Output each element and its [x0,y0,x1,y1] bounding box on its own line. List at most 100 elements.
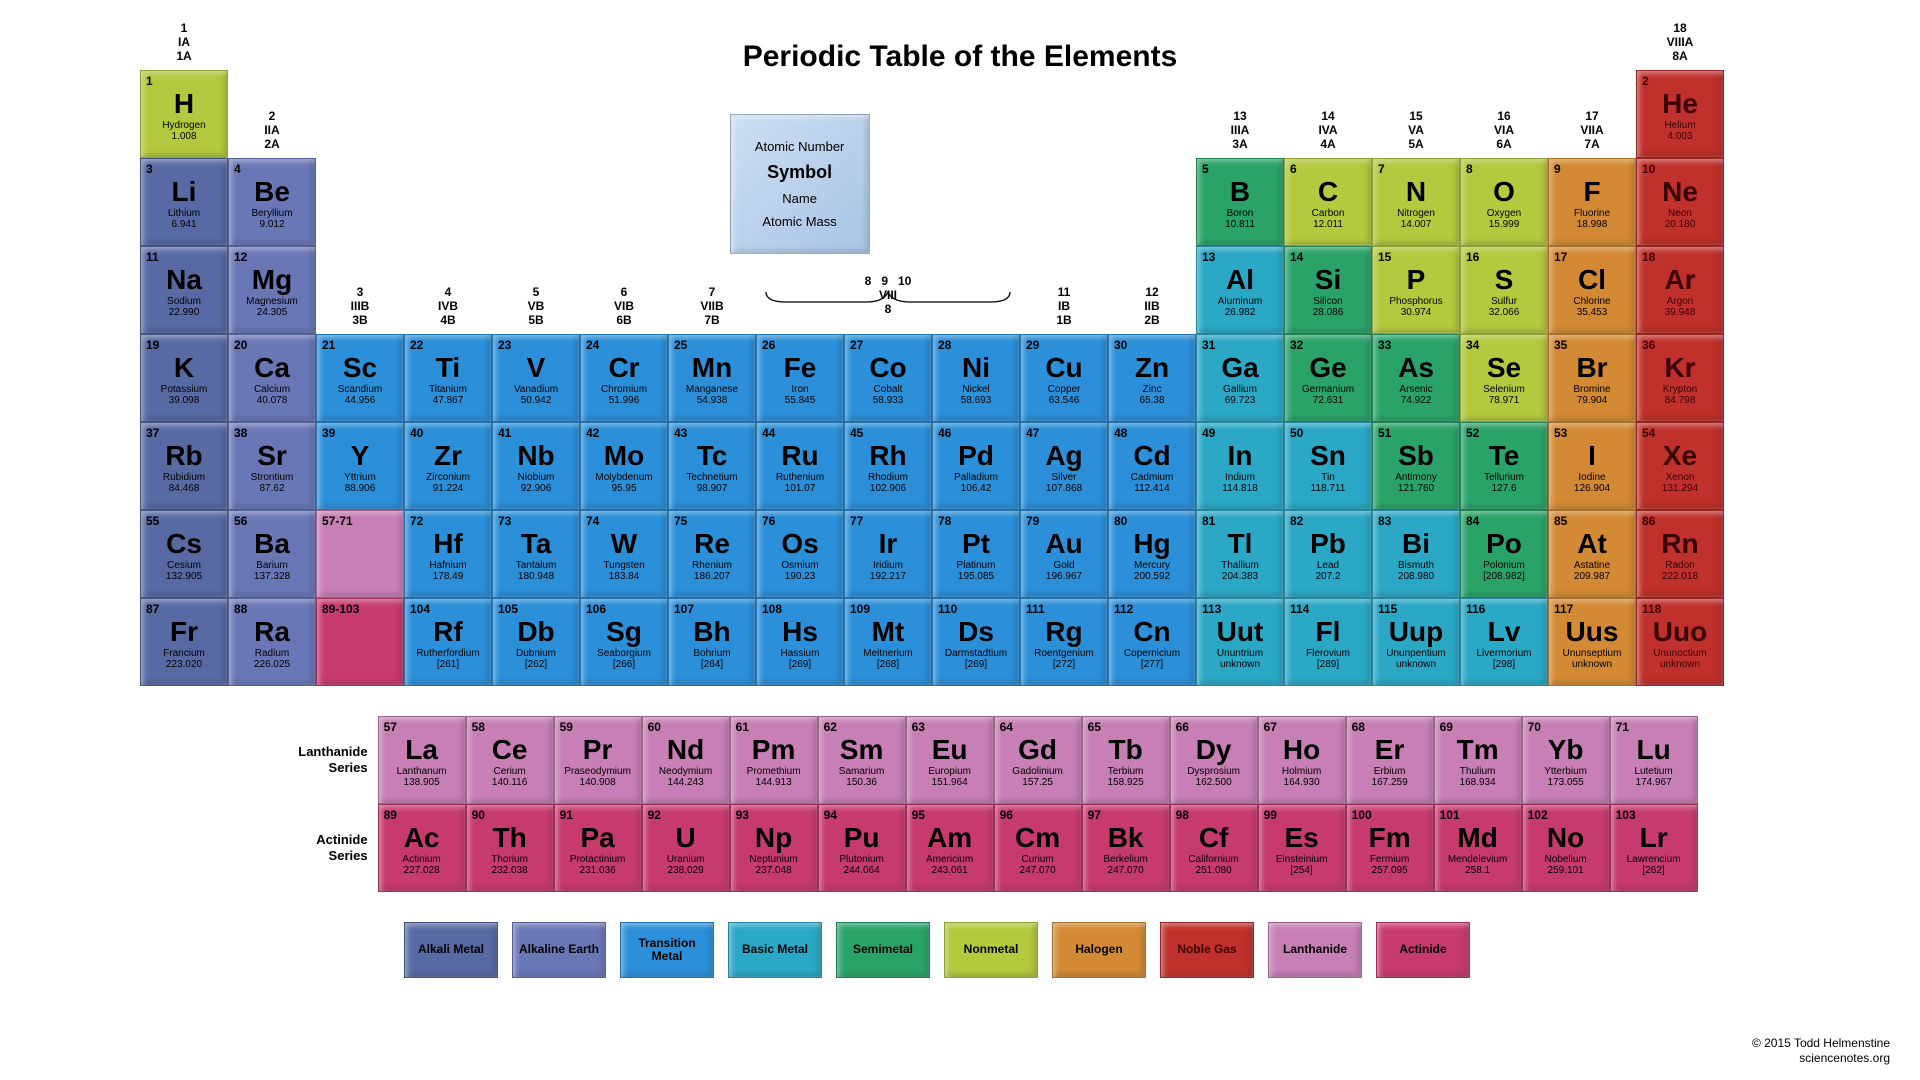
legend-alkaline: Alkaline Earth [512,922,606,978]
atomic-mass: 24.305 [257,307,288,318]
element-symbol: At [1577,530,1607,558]
atomic-mass: 126.904 [1574,483,1610,494]
atomic-mass: 127.6 [1491,483,1516,494]
actinide-series-label: ActinideSeries [258,832,368,863]
atomic-mass: 28.086 [1313,307,1344,318]
element-cell-pt: 78PtPlatinum195.085 [932,510,1020,598]
element-name: Argon [1667,296,1694,307]
atomic-number: 112 [1114,602,1133,616]
atomic-number: 47 [1026,426,1039,440]
atomic-mass: 259.101 [1548,865,1584,876]
atomic-mass: 247.070 [1108,865,1144,876]
element-symbol: Pb [1310,530,1346,558]
atomic-mass: 35.453 [1577,307,1608,318]
element-cell-u: 92UUranium238.029 [642,804,730,892]
element-symbol: Os [781,530,818,558]
atomic-mass: 138.905 [404,777,440,788]
element-symbol: Ce [492,736,528,764]
element-name: Dubnium [516,648,556,659]
atomic-mass: 91.224 [433,483,464,494]
group-header-6: 6VIB6B [580,286,668,327]
range-label: 57-71 [322,514,353,528]
element-name: Neptunium [749,854,797,865]
element-name: Nitrogen [1397,208,1435,219]
atomic-number: 115 [1378,602,1397,616]
atomic-mass: 84.468 [169,483,200,494]
atomic-number: 14 [1290,250,1303,264]
element-cell-tb: 65TbTerbium158.925 [1082,716,1170,804]
atomic-mass: 58.933 [873,395,904,406]
element-symbol: Cl [1578,266,1606,294]
element-name: Chlorine [1573,296,1610,307]
element-cell-ba: 56BaBarium137.328 [228,510,316,598]
atomic-number: 82 [1290,514,1303,528]
element-cell-h: 1HHydrogen1.008 [140,70,228,158]
element-cell-zn: 30ZnZinc65.38 [1108,334,1196,422]
atomic-number: 109 [850,602,870,616]
element-name: Tin [1321,472,1335,483]
group-header-3: 3IIIB3B [316,286,404,327]
atomic-mass: 237.048 [756,865,792,876]
atomic-mass: unknown [1572,659,1612,670]
atomic-mass: 47.867 [433,395,464,406]
element-cell-au: 79AuGold196.967 [1020,510,1108,598]
atomic-mass: 208.980 [1398,571,1434,582]
element-name: Lead [1317,560,1339,571]
element-symbol: Ti [436,354,460,382]
atomic-number: 76 [762,514,775,528]
element-name: Bismuth [1398,560,1434,571]
group-header-4: 4IVB4B [404,286,492,327]
element-name: Iron [791,384,808,395]
element-symbol: C [1318,178,1338,206]
atomic-mass: 44.956 [345,395,376,406]
atomic-mass: 1.008 [171,131,196,142]
element-name: Roentgenium [1034,648,1093,659]
element-name: Fluorine [1574,208,1610,219]
element-symbol: Si [1315,266,1341,294]
atomic-number: 55 [146,514,159,528]
element-cell-w: 74WTungsten183.84 [580,510,668,598]
atomic-mass: [289] [1317,659,1339,670]
element-symbol: Uuo [1653,618,1707,646]
element-cell-o: 8OOxygen15.999 [1460,158,1548,246]
element-symbol: Se [1487,354,1521,382]
element-name: Radium [255,648,289,659]
atomic-number: 86 [1642,514,1655,528]
element-symbol: K [174,354,194,382]
atomic-number: 67 [1264,720,1277,734]
element-symbol: Ra [254,618,290,646]
element-cell-sb: 51SbAntimony121.760 [1372,422,1460,510]
atomic-mass: 84.798 [1665,395,1696,406]
element-name: Lawrencium [1627,854,1681,865]
element-cell-fe: 26FeIron55.845 [756,334,844,422]
atomic-mass: 223.020 [166,659,202,670]
element-name: Astatine [1574,560,1610,571]
element-symbol: Ar [1664,266,1695,294]
page-title: Periodic Table of the Elements [0,40,1920,74]
element-cell-sc: 21ScScandium44.956 [316,334,404,422]
atomic-mass: 232.038 [492,865,528,876]
atomic-number: 11 [146,250,159,264]
element-symbol: Pr [583,736,613,764]
element-name: Hydrogen [162,120,205,131]
atomic-mass: 106.42 [961,483,992,494]
element-cell-rh: 45RhRhodium102.906 [844,422,932,510]
atomic-number: 97 [1088,808,1101,822]
element-cell-kr: 36KrKrypton84.798 [1636,334,1724,422]
element-symbol: Pd [958,442,994,470]
element-cell-no: 102NoNobelium259.101 [1522,804,1610,892]
atomic-number: 31 [1202,338,1215,352]
element-symbol: Sc [343,354,377,382]
atomic-mass: 14.007 [1401,219,1432,230]
element-cell-sm: 62SmSamarium150.36 [818,716,906,804]
element-name: Platinum [957,560,996,571]
group-header-17: 17VIIA7A [1548,110,1636,151]
atomic-mass: 51.996 [609,395,640,406]
atomic-mass: 238.029 [668,865,704,876]
element-symbol: Pt [962,530,990,558]
atomic-number: 95 [912,808,925,822]
element-name: Mendelevium [1448,854,1507,865]
atomic-number: 64 [1000,720,1013,734]
atomic-number: 83 [1378,514,1391,528]
element-symbol: Lr [1640,824,1668,852]
